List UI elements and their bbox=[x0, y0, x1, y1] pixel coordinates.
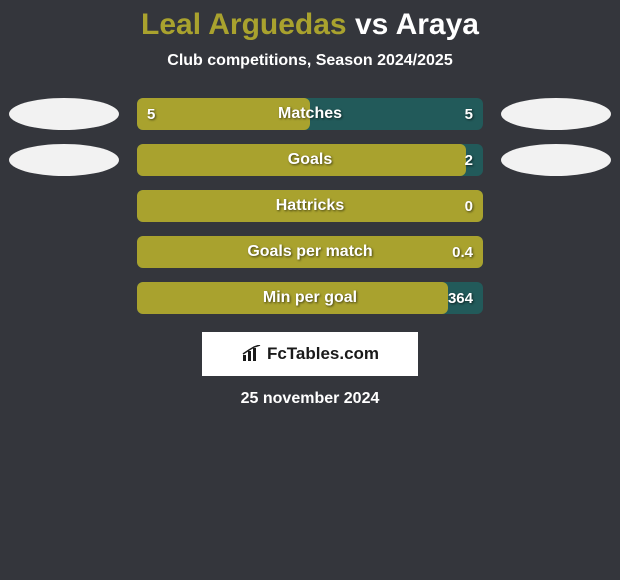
title-vs: vs bbox=[355, 8, 388, 41]
date-text: 25 november 2024 bbox=[0, 390, 620, 408]
title-player2: Araya bbox=[396, 8, 479, 41]
stat-right-value: 2 bbox=[465, 144, 473, 176]
title-player1: Leal Arguedas bbox=[141, 8, 347, 41]
stat-row: Goals2 bbox=[0, 144, 620, 176]
stat-label: Goals bbox=[137, 144, 483, 176]
team-ellipse-right bbox=[501, 144, 611, 176]
stat-label: Hattricks bbox=[137, 190, 483, 222]
team-ellipse-left bbox=[9, 98, 119, 130]
brand-badge: FcTables.com bbox=[202, 332, 418, 376]
stat-bar: Min per goal364 bbox=[137, 282, 483, 314]
subtitle: Club competitions, Season 2024/2025 bbox=[0, 52, 620, 70]
bar-chart-icon bbox=[241, 345, 263, 363]
stats-rows: 5Matches5 Goals2 Hattricks0 Goals per match… bbox=[0, 98, 620, 314]
stat-bar: Goals2 bbox=[137, 144, 483, 176]
stat-right-value: 364 bbox=[448, 282, 473, 314]
page-title: Leal Arguedas vs Araya bbox=[0, 8, 620, 42]
stat-label: Matches bbox=[137, 98, 483, 130]
team-ellipse-right bbox=[501, 98, 611, 130]
team-ellipse-left bbox=[9, 144, 119, 176]
stat-bar: Hattricks0 bbox=[137, 190, 483, 222]
stat-row: 5Matches5 bbox=[0, 98, 620, 130]
stat-right-value: 5 bbox=[465, 98, 473, 130]
stat-right-value: 0.4 bbox=[452, 236, 473, 268]
stat-row: Hattricks0 bbox=[0, 190, 620, 222]
stat-right-value: 0 bbox=[465, 190, 473, 222]
stat-label: Min per goal bbox=[137, 282, 483, 314]
stat-row: Min per goal364 bbox=[0, 282, 620, 314]
brand-text: FcTables.com bbox=[267, 344, 379, 364]
comparison-infographic: Leal Arguedas vs Araya Club competitions… bbox=[0, 0, 620, 408]
stat-bar: 5Matches5 bbox=[137, 98, 483, 130]
stat-row: Goals per match0.4 bbox=[0, 236, 620, 268]
stat-label: Goals per match bbox=[137, 236, 483, 268]
stat-bar: Goals per match0.4 bbox=[137, 236, 483, 268]
